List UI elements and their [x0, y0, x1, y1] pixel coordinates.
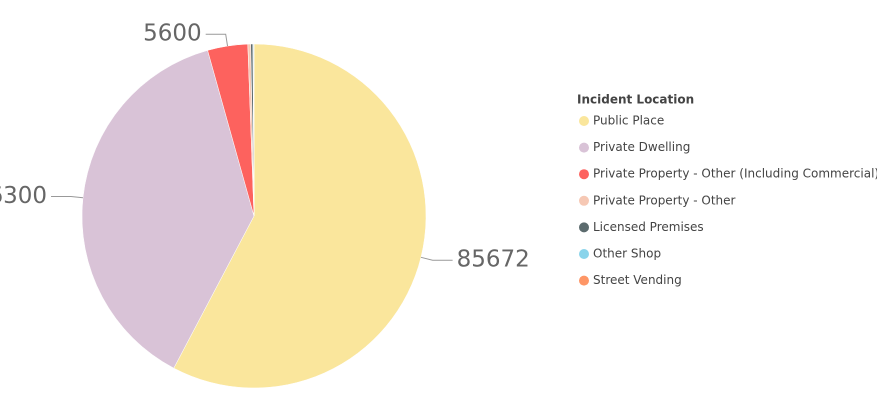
- legend-label: Street Vending: [593, 273, 682, 287]
- data-label: 56300: [0, 183, 47, 209]
- leader-line: [420, 256, 453, 261]
- legend-label: Private Property - Other: [593, 193, 736, 207]
- legend-label: Public Place: [593, 114, 664, 128]
- leader-line: [205, 33, 229, 47]
- legend-label: Private Dwelling: [593, 140, 690, 154]
- legend-marker: [579, 116, 589, 126]
- legend-marker: [579, 142, 589, 153]
- data-label: 5600: [143, 21, 202, 47]
- legend-label: Other Shop: [593, 247, 661, 261]
- legend-marker: [579, 275, 589, 286]
- legend-marker: [579, 249, 589, 259]
- legend-title: Incident Location: [577, 93, 694, 107]
- pie-slice: [173, 43, 427, 389]
- leader-line: [51, 196, 84, 199]
- data-label: 85672: [457, 247, 530, 273]
- legend-label: Licensed Premises: [593, 220, 704, 234]
- legend-marker: [579, 195, 589, 206]
- legend-marker: [579, 222, 589, 233]
- legend-marker: [579, 169, 589, 180]
- legend-label: Private Property - Other (Including Comm…: [593, 167, 877, 181]
